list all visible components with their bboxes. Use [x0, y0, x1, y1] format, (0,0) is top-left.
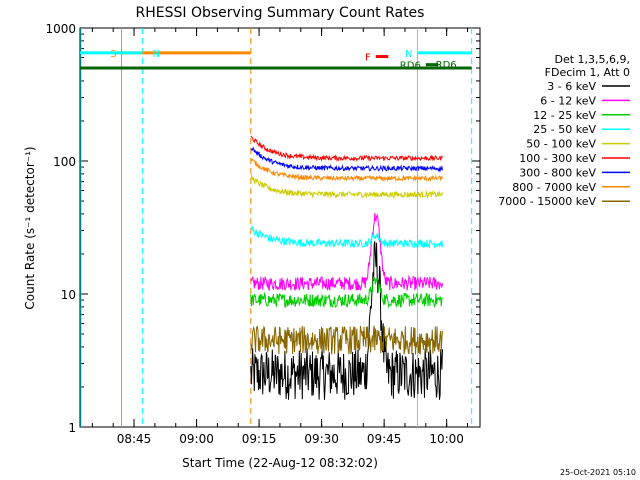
series-line	[250, 276, 443, 309]
y-tick-label: 100	[53, 155, 76, 169]
legend-entry-label: 3 - 6 keV	[547, 80, 596, 93]
legend: Det 1,3,5,6,9,FDecim 1, Att 03 - 6 keV6 …	[498, 53, 630, 208]
legend-header-line: Det 1,3,5,6,9,	[554, 53, 630, 66]
chart-title: RHESSI Observing Summary Count Rates	[136, 5, 425, 21]
legend-entry-label: 6 - 12 keV	[540, 94, 596, 107]
annotation-label: RD6	[400, 61, 421, 72]
y-tick-label: 1	[68, 421, 76, 435]
y-axis-label: Count Rate (s⁻¹ detector⁻¹)	[23, 146, 37, 309]
plot-area: 1 10 100 1000 08:45 09:00 09:15 09:30 09:45 10:00…	[45, 22, 481, 446]
series-line	[250, 241, 443, 400]
legend-entry-label: 100 - 300 keV	[519, 152, 596, 165]
legend-entry-label: 300 - 800 keV	[519, 166, 596, 179]
series-line	[250, 225, 443, 250]
series-line	[250, 158, 443, 183]
legend-entry-label: 12 - 25 keV	[533, 109, 596, 122]
x-tick-label: 08:45	[117, 432, 152, 446]
series-line	[250, 135, 443, 162]
series-line	[250, 213, 443, 292]
y-tick-label: 1000	[45, 22, 76, 36]
annotation-label: N	[405, 49, 412, 60]
annotation-label: F	[365, 53, 371, 64]
x-tick-label: 09:45	[367, 432, 402, 446]
legend-entry-label: 25 - 50 keV	[533, 123, 596, 136]
y-tick-label: 10	[61, 288, 76, 302]
series-line	[250, 325, 443, 355]
legend-header-line: FDecim 1, Att 0	[545, 66, 630, 79]
series-line	[250, 146, 443, 173]
legend-entry-label: 800 - 7000 keV	[512, 181, 596, 194]
x-axis-label: Start Time (22-Aug-12 08:32:02)	[182, 456, 378, 470]
x-tick-label: 09:15	[242, 432, 277, 446]
legend-entry-label: 50 - 100 keV	[526, 138, 596, 151]
x-tick-label: 09:30	[304, 432, 339, 446]
x-tick-label: 09:00	[179, 432, 214, 446]
footer-timestamp: 25-Oct-2021 05:10	[560, 468, 636, 477]
legend-entry-label: 7000 - 15000 keV	[498, 195, 596, 208]
x-tick-label: 10:00	[429, 432, 464, 446]
annotation-label: N	[153, 49, 160, 60]
annotation-label: RD6	[436, 60, 457, 71]
series-line	[250, 174, 443, 199]
